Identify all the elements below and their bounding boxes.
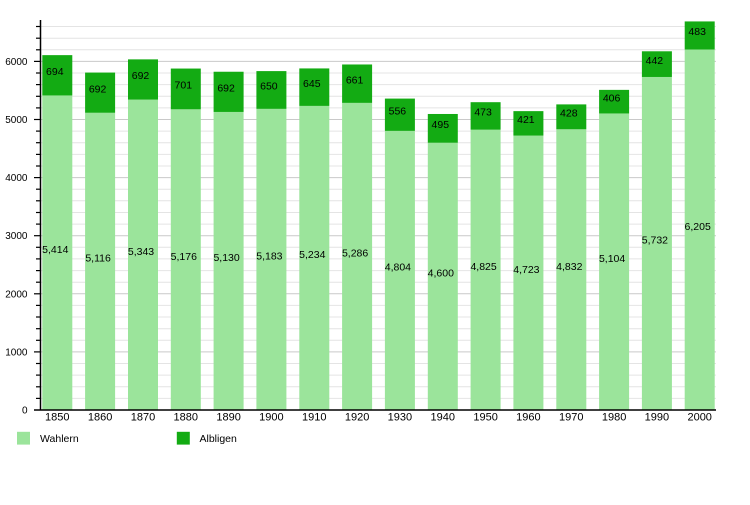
svg-text:5,116: 5,116 — [85, 253, 111, 265]
svg-text:1910: 1910 — [302, 412, 326, 424]
svg-text:1000: 1000 — [5, 347, 28, 358]
svg-text:4,825: 4,825 — [470, 261, 496, 273]
svg-text:2000: 2000 — [5, 289, 28, 300]
svg-text:5,234: 5,234 — [299, 249, 325, 261]
svg-text:0: 0 — [22, 406, 28, 417]
svg-text:4,600: 4,600 — [428, 268, 454, 280]
svg-text:5,183: 5,183 — [256, 251, 282, 263]
svg-text:442: 442 — [646, 55, 664, 67]
svg-text:6000: 6000 — [5, 57, 28, 68]
svg-text:4,804: 4,804 — [385, 262, 411, 274]
svg-text:1930: 1930 — [388, 412, 412, 424]
svg-text:6,205: 6,205 — [685, 221, 711, 233]
svg-text:5,414: 5,414 — [42, 244, 68, 256]
svg-text:Albligen: Albligen — [200, 433, 238, 445]
svg-text:428: 428 — [560, 108, 578, 120]
svg-text:1970: 1970 — [559, 412, 583, 424]
svg-text:556: 556 — [389, 105, 407, 117]
svg-text:701: 701 — [175, 80, 193, 92]
svg-text:4,723: 4,723 — [513, 264, 539, 276]
svg-text:2000: 2000 — [687, 412, 711, 424]
svg-text:1960: 1960 — [516, 412, 540, 424]
svg-text:694: 694 — [46, 66, 64, 78]
svg-text:661: 661 — [346, 74, 364, 86]
svg-text:1900: 1900 — [259, 412, 283, 424]
svg-text:421: 421 — [517, 114, 535, 126]
svg-text:4,832: 4,832 — [556, 261, 582, 273]
svg-text:692: 692 — [132, 70, 150, 82]
svg-text:1950: 1950 — [473, 412, 497, 424]
svg-text:Wahlern: Wahlern — [40, 433, 79, 445]
svg-text:5000: 5000 — [5, 115, 28, 126]
svg-text:406: 406 — [603, 92, 621, 104]
svg-text:1880: 1880 — [174, 412, 198, 424]
svg-text:4000: 4000 — [5, 173, 28, 184]
svg-text:1940: 1940 — [431, 412, 455, 424]
svg-text:1990: 1990 — [645, 412, 669, 424]
svg-text:5,104: 5,104 — [599, 253, 625, 265]
svg-text:1980: 1980 — [602, 412, 626, 424]
svg-text:5,732: 5,732 — [642, 235, 668, 247]
svg-text:473: 473 — [474, 107, 492, 119]
svg-text:5,286: 5,286 — [342, 248, 368, 260]
svg-text:1850: 1850 — [45, 412, 69, 424]
svg-text:692: 692 — [89, 83, 107, 95]
svg-text:1870: 1870 — [131, 412, 155, 424]
svg-text:5,176: 5,176 — [171, 251, 197, 263]
svg-text:1920: 1920 — [345, 412, 369, 424]
svg-text:3000: 3000 — [5, 231, 28, 242]
svg-text:1860: 1860 — [88, 412, 112, 424]
svg-text:1890: 1890 — [216, 412, 240, 424]
svg-text:483: 483 — [688, 26, 706, 38]
svg-text:645: 645 — [303, 78, 321, 90]
svg-text:495: 495 — [432, 119, 450, 131]
svg-text:5,130: 5,130 — [213, 252, 239, 264]
svg-text:5,343: 5,343 — [128, 246, 154, 258]
svg-text:692: 692 — [217, 83, 235, 95]
svg-text:650: 650 — [260, 81, 278, 93]
